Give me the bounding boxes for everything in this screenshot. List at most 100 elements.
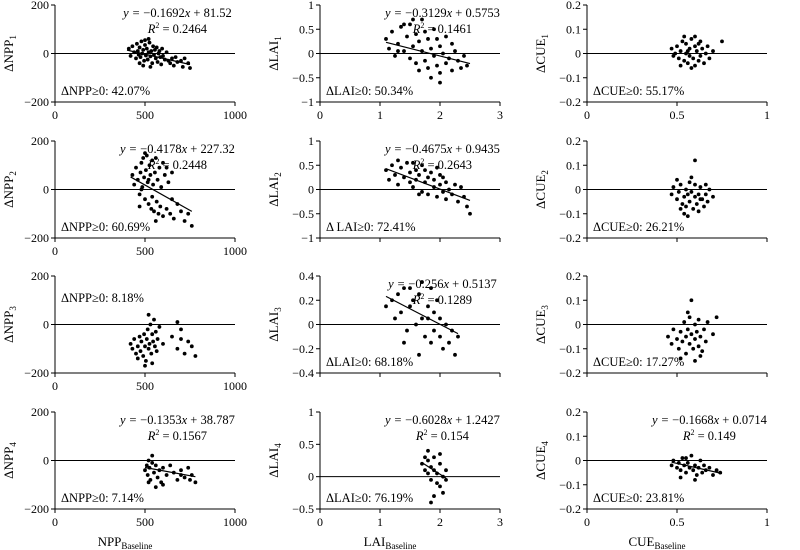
data-point (135, 41, 139, 46)
y-tick-label: −0.1 (559, 207, 581, 221)
data-point (152, 209, 156, 214)
data-point (435, 63, 439, 68)
data-point (687, 199, 692, 204)
data-point (175, 320, 180, 324)
y-axis-label: ΔCUE1 (533, 34, 550, 73)
trend-line (126, 49, 191, 66)
data-point (143, 151, 147, 156)
regression-equation: y = −0.1353x + 38.787 (118, 413, 235, 427)
data-point (145, 327, 150, 332)
data-point (703, 192, 708, 197)
data-point (423, 455, 427, 460)
data-point (426, 66, 430, 70)
data-point (166, 180, 171, 185)
panel-2-2: −1 −0.5 0 0.5 1 ΔLAI2 y = −0.4675x + 0.9435R2 … (266, 134, 501, 245)
data-point (408, 22, 412, 27)
y-tick-label: 0.1 (566, 158, 581, 172)
data-point (453, 352, 457, 357)
data-point (420, 17, 424, 22)
trend-line (385, 41, 471, 65)
data-point (128, 342, 133, 346)
data-point (684, 334, 688, 339)
data-point (153, 329, 158, 334)
data-point (143, 344, 147, 349)
x-tick-label: 500 (136, 108, 154, 122)
y-axis-label: ΔLAI2 (266, 172, 283, 207)
x-tick-label: 0.5 (670, 515, 685, 529)
data-point (399, 165, 403, 170)
positive-share-label: ΔNPP≥0: 7.14% (61, 491, 144, 505)
data-point (459, 66, 463, 70)
data-point (694, 202, 699, 206)
data-point (441, 490, 445, 495)
data-point (143, 38, 147, 43)
data-point (132, 337, 137, 341)
data-point (700, 470, 705, 475)
data-point (432, 494, 436, 498)
data-point (173, 55, 178, 60)
data-point (435, 37, 439, 41)
trend-line (144, 466, 196, 478)
data-point (186, 339, 191, 344)
y-tick-label: 0.1 (566, 293, 581, 307)
data-point (143, 468, 147, 473)
data-point (396, 182, 400, 187)
y-tick-label: −1 (301, 231, 314, 245)
x-tick-label: 500 (136, 515, 154, 529)
y-tick-label: 200 (31, 269, 49, 283)
data-point (468, 211, 472, 216)
data-point (685, 214, 690, 219)
data-point (698, 197, 703, 202)
data-point (682, 211, 687, 216)
data-point (384, 304, 388, 309)
data-point (675, 197, 679, 202)
data-point (703, 182, 708, 187)
data-point (146, 312, 151, 317)
data-point (693, 194, 697, 199)
data-point (170, 334, 174, 339)
x-tick-label: 2 (437, 108, 443, 122)
data-point (685, 461, 690, 465)
data-point (689, 298, 694, 303)
data-point (438, 182, 442, 187)
data-point (696, 58, 701, 63)
y-tick-label: 200 (31, 134, 49, 148)
data-point (435, 165, 439, 170)
data-point (682, 320, 687, 324)
y-tick-label: −1 (301, 95, 314, 109)
positive-share-label: Δ LAI≥0: 72.41% (326, 220, 416, 234)
x-tick-label: 500 (136, 244, 154, 258)
data-point (393, 173, 397, 177)
data-point (711, 332, 715, 337)
y-tick-label: −200 (24, 366, 49, 380)
data-point (138, 55, 143, 60)
y-tick-label: 1 (308, 0, 314, 12)
data-point (678, 182, 683, 187)
data-point (189, 344, 194, 349)
regression-equation: y = −0.3129x + 0.5753 (383, 6, 500, 20)
y-tick-label: −0.2 (292, 342, 314, 356)
trend-line (385, 168, 471, 201)
data-point (152, 470, 156, 475)
positive-share-label: ΔLAI≥0: 50.34% (326, 84, 413, 98)
data-point (408, 180, 412, 185)
data-point (153, 170, 157, 175)
data-point (435, 298, 439, 303)
data-point (146, 480, 151, 485)
data-point (179, 327, 183, 332)
data-point (435, 194, 439, 199)
data-point (405, 328, 409, 333)
y-tick-label: 0 (308, 47, 314, 61)
data-point (700, 46, 705, 51)
data-point (675, 177, 679, 182)
y-tick-label: 0 (575, 454, 581, 468)
data-point (411, 160, 415, 165)
data-point (151, 44, 156, 49)
data-point (139, 339, 144, 344)
data-point (138, 349, 143, 354)
data-point (684, 187, 688, 192)
y-tick-label: 0.2 (566, 134, 581, 148)
y-tick-label: 0.5 (299, 437, 314, 451)
data-point (128, 54, 133, 58)
data-point (698, 54, 703, 58)
